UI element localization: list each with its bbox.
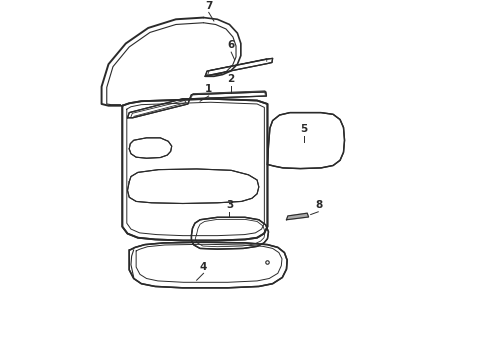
- Polygon shape: [129, 138, 172, 158]
- Polygon shape: [205, 58, 272, 76]
- Text: 8: 8: [316, 200, 323, 210]
- Text: 3: 3: [226, 201, 233, 210]
- Text: 1: 1: [205, 84, 212, 94]
- Polygon shape: [127, 169, 259, 203]
- Polygon shape: [127, 99, 190, 118]
- Polygon shape: [122, 99, 268, 240]
- Text: 2: 2: [227, 74, 235, 84]
- Polygon shape: [190, 92, 267, 99]
- Text: 4: 4: [200, 262, 207, 271]
- Text: 5: 5: [300, 125, 307, 134]
- Polygon shape: [268, 113, 344, 168]
- Polygon shape: [129, 242, 287, 288]
- Text: 6: 6: [227, 40, 235, 50]
- Polygon shape: [287, 213, 309, 220]
- Polygon shape: [192, 217, 269, 249]
- Text: 7: 7: [205, 1, 212, 11]
